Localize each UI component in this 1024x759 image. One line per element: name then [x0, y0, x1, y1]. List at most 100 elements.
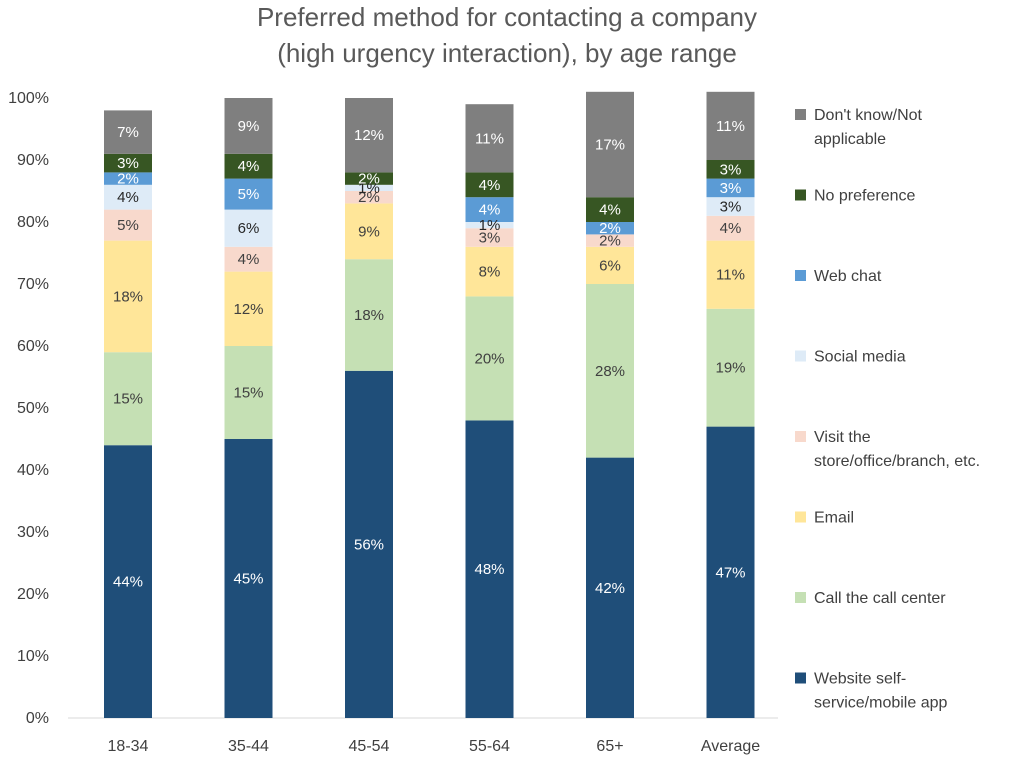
bar-segment: [706, 160, 755, 179]
bar-segment: [224, 98, 273, 154]
legend-label: Don't know/Not: [814, 107, 923, 124]
bar-segment: [224, 439, 273, 718]
y-axis: 0% 10% 20% 30% 40% 50% 60% 70% 80% 90% 100%: [8, 90, 49, 727]
data-label: 2%: [358, 189, 380, 206]
chart-title-line: (high urgency interaction), by age range: [277, 38, 737, 68]
data-label: 8%: [479, 264, 501, 281]
bar-segment: [706, 178, 755, 198]
bar-segment: [104, 110, 152, 154]
legend-swatch: [795, 511, 806, 523]
legend-swatch: [795, 350, 806, 362]
bar-segment: [706, 197, 755, 216]
bar-stack: [586, 91, 634, 718]
legend-label: applicable: [814, 131, 886, 148]
bar-stack: [224, 98, 273, 718]
bar-segment: [224, 178, 273, 210]
legend-item: Website self-service/mobile app: [795, 671, 948, 712]
data-label: 5%: [117, 217, 139, 234]
bar-stack: [706, 91, 755, 718]
legend-swatch: [795, 189, 806, 201]
bar-segment: [586, 246, 634, 284]
bar-segment: [224, 271, 273, 346]
legend: Don't know/Not applicable No preference Web…: [795, 107, 980, 712]
bar-segment: [345, 203, 393, 260]
bar-segment: [104, 445, 152, 718]
x-tick-label: 45-54: [349, 738, 390, 755]
chart-title-line: Preferred method for contacting a compan…: [257, 2, 757, 32]
data-label: 4%: [238, 251, 260, 268]
bar-segment: [345, 172, 393, 185]
bar-segment: [706, 426, 755, 718]
data-label: 11%: [716, 118, 745, 135]
bar-segment: [345, 370, 393, 718]
bar-segment: [104, 352, 152, 446]
bar-segment: [586, 284, 634, 458]
legend-item: Email: [795, 510, 854, 527]
data-label: 4%: [479, 202, 501, 219]
data-label: 19%: [715, 360, 745, 377]
legend-swatch: [795, 592, 806, 603]
segment-labels: 44%15%18%5%4%2%3%7%45%15%12%4%6%5%4%9%56…: [113, 118, 746, 597]
legend-item: Social media: [795, 349, 906, 366]
bar-segment: [586, 197, 634, 222]
bar-stack: [345, 98, 393, 718]
legend-label: Social media: [814, 349, 906, 366]
data-label: 2%: [599, 233, 621, 250]
bar-segment: [224, 346, 273, 439]
data-label: 48%: [474, 561, 504, 578]
data-label: 2%: [117, 171, 139, 188]
data-label: 15%: [233, 385, 263, 402]
legend-swatch: [795, 672, 806, 684]
y-tick-label: 40%: [17, 462, 49, 479]
x-tick-label: 65+: [596, 738, 623, 755]
legend-item: Don't know/Not applicable: [795, 107, 923, 148]
data-label: 42%: [595, 580, 625, 597]
bars: 44%15%18%5%4%2%3%7%45%15%12%4%6%5%4%9%56…: [104, 91, 755, 718]
bar-segment: [345, 191, 393, 204]
bar-stack: [104, 110, 152, 718]
data-label: 4%: [479, 177, 501, 194]
bar-segment: [224, 153, 273, 179]
legend-label: Visit the: [814, 429, 871, 446]
data-label: 12%: [354, 127, 384, 144]
x-tick-label: Average: [701, 738, 760, 755]
y-tick-label: 60%: [17, 338, 49, 355]
legend-item: No preference: [795, 188, 915, 205]
y-tick-label: 70%: [17, 276, 49, 293]
bar-segment: [586, 91, 634, 198]
bar-segment: [586, 457, 634, 718]
bar-segment: [224, 209, 273, 247]
legend-item: Web chat: [795, 268, 882, 285]
x-tick-label: 55-64: [469, 738, 510, 755]
y-tick-label: 30%: [17, 524, 49, 541]
legend-label: No preference: [814, 188, 915, 205]
legend-label: service/mobile app: [814, 695, 948, 712]
y-tick-label: 0%: [26, 710, 49, 727]
bar-segment: [465, 420, 514, 718]
data-label: 20%: [474, 350, 504, 367]
data-label: 9%: [358, 223, 380, 240]
legend-label: Web chat: [814, 268, 882, 285]
legend-label: Website self-: [814, 671, 906, 688]
legend-item: Call the call center: [795, 590, 946, 607]
bar-segment: [706, 91, 755, 160]
data-label: 45%: [233, 571, 263, 588]
bar-segment: [345, 184, 393, 191]
data-label: 3%: [720, 161, 742, 178]
data-label: 6%: [238, 220, 260, 237]
bar-segment: [586, 222, 634, 235]
data-label: 4%: [238, 158, 260, 175]
data-label: 1%: [479, 217, 501, 234]
data-label: 3%: [720, 180, 742, 197]
y-tick-label: 100%: [8, 90, 49, 107]
data-label: 3%: [479, 230, 501, 247]
bar-segment: [465, 296, 514, 421]
data-label: 44%: [113, 574, 143, 591]
bar-segment: [104, 184, 152, 210]
legend-label: store/office/branch, etc.: [814, 453, 980, 470]
bar-stack: [465, 104, 514, 718]
y-tick-label: 90%: [17, 152, 49, 169]
data-label: 15%: [113, 391, 143, 408]
bar-segment: [706, 308, 755, 427]
